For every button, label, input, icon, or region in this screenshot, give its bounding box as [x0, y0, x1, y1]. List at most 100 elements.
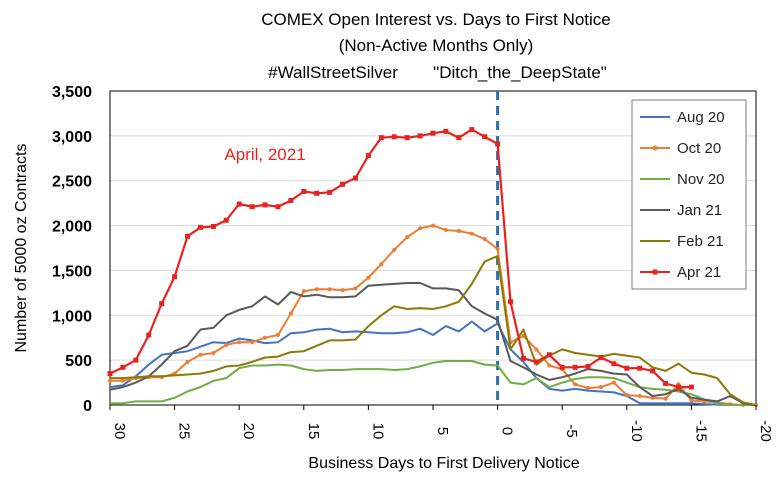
legend-entry-aug-20: Aug 20	[640, 109, 725, 126]
data-point	[353, 286, 358, 291]
data-point	[366, 275, 371, 280]
data-point	[224, 342, 229, 347]
legend-marker	[652, 269, 658, 275]
series-line-aug-20	[109, 320, 756, 406]
data-point	[108, 378, 112, 383]
data-point	[520, 355, 526, 361]
x-tick-label: 30	[111, 423, 128, 440]
y-tick-label: 0	[83, 398, 92, 415]
x-tick-label: 20	[240, 423, 257, 440]
data-point	[417, 133, 423, 139]
y-tick-label: 3,000	[52, 129, 92, 146]
data-point	[146, 332, 152, 338]
legend-entry-feb-21: Feb 21	[640, 233, 724, 250]
data-point	[495, 246, 500, 251]
data-point	[508, 299, 514, 305]
data-point	[275, 204, 281, 210]
data-point	[534, 347, 539, 352]
data-point	[482, 134, 488, 140]
y-tick-label: 1,000	[52, 308, 92, 325]
data-point	[611, 380, 616, 385]
legend-marker	[652, 145, 658, 151]
series-layer	[107, 127, 758, 407]
data-point	[456, 228, 461, 233]
data-point	[236, 201, 242, 207]
legend-entry-oct-20: Oct 20	[640, 140, 721, 157]
data-point	[340, 288, 345, 293]
legend-entry-nov-20: Nov 20	[640, 171, 725, 188]
y-tick-label: 2,500	[52, 174, 92, 191]
data-point	[185, 359, 190, 364]
data-point	[133, 357, 139, 363]
series-aug-20	[109, 320, 756, 406]
series-nov-20	[110, 360, 756, 406]
data-point	[249, 204, 255, 210]
y-axis-ticks: 0 500 1,000 1,500 2,000 2,500 3,000 3,500	[52, 84, 92, 415]
legend-label: Oct 20	[677, 140, 721, 157]
x-tick-label: 15	[305, 423, 322, 440]
data-point	[443, 128, 449, 134]
data-point	[197, 224, 203, 230]
data-point	[430, 130, 436, 136]
data-point	[495, 141, 501, 147]
data-point	[469, 127, 475, 133]
series-line-jan-21	[109, 282, 757, 406]
chart-subtitle-hashtag: #WallStreetSilver	[268, 63, 398, 82]
data-point	[301, 289, 306, 294]
chart-subtitle-handle: "Ditch_the_DeepState"	[433, 63, 607, 82]
data-point	[352, 175, 358, 181]
y-tick-label: 2,000	[52, 219, 92, 236]
data-point	[443, 228, 448, 233]
data-point	[456, 135, 462, 141]
x-tick-label: -5	[563, 424, 580, 437]
data-point	[598, 385, 603, 390]
data-point	[586, 385, 591, 390]
data-point	[250, 340, 255, 345]
data-point	[288, 311, 293, 316]
data-point	[263, 335, 268, 340]
series-feb-21	[110, 255, 757, 406]
data-point	[210, 223, 216, 229]
data-point	[663, 396, 668, 401]
data-point	[392, 247, 397, 252]
data-point	[198, 352, 203, 357]
data-point	[172, 274, 178, 280]
data-point	[624, 393, 629, 398]
legend-entry-apr-21: Apr 21	[640, 264, 721, 281]
x-tick-label: -10	[628, 420, 645, 442]
x-axis-ticks: 30 25 20 15 10 5 0 -5 -10 -15 -20	[109, 405, 774, 442]
data-point	[237, 340, 242, 345]
data-point	[120, 364, 126, 370]
data-point	[301, 188, 307, 194]
data-point	[546, 352, 552, 358]
y-tick-label: 3,500	[52, 84, 92, 101]
data-point	[598, 354, 604, 360]
series-line-apr-21	[109, 128, 692, 389]
data-point	[559, 364, 565, 370]
data-point	[275, 333, 280, 338]
data-point	[314, 287, 319, 292]
legend-label: Nov 20	[677, 171, 725, 188]
data-point	[431, 223, 435, 228]
data-point	[211, 350, 216, 355]
legend-label: Jan 21	[677, 202, 722, 219]
legend: Aug 20 Oct 20 Nov 20 Jan 21 Feb 21 Apr 21	[631, 99, 747, 290]
x-tick-label: 10	[369, 423, 386, 440]
data-point	[675, 384, 681, 390]
data-point	[469, 231, 474, 236]
y-tick-label: 1,500	[52, 263, 92, 280]
data-point	[365, 153, 371, 159]
data-point	[185, 233, 191, 239]
legend-label: Apr 21	[677, 264, 721, 281]
y-axis-label: Number of 5000 oz Contracts	[13, 144, 30, 353]
data-point	[405, 235, 410, 240]
data-point	[637, 394, 642, 399]
data-point	[314, 190, 320, 196]
data-point	[572, 364, 578, 370]
data-point	[418, 226, 423, 231]
x-tick-label: -15	[692, 420, 709, 442]
data-point	[637, 365, 643, 371]
data-point	[340, 181, 346, 187]
data-point	[547, 363, 552, 368]
x-tick-label: 25	[176, 423, 193, 440]
